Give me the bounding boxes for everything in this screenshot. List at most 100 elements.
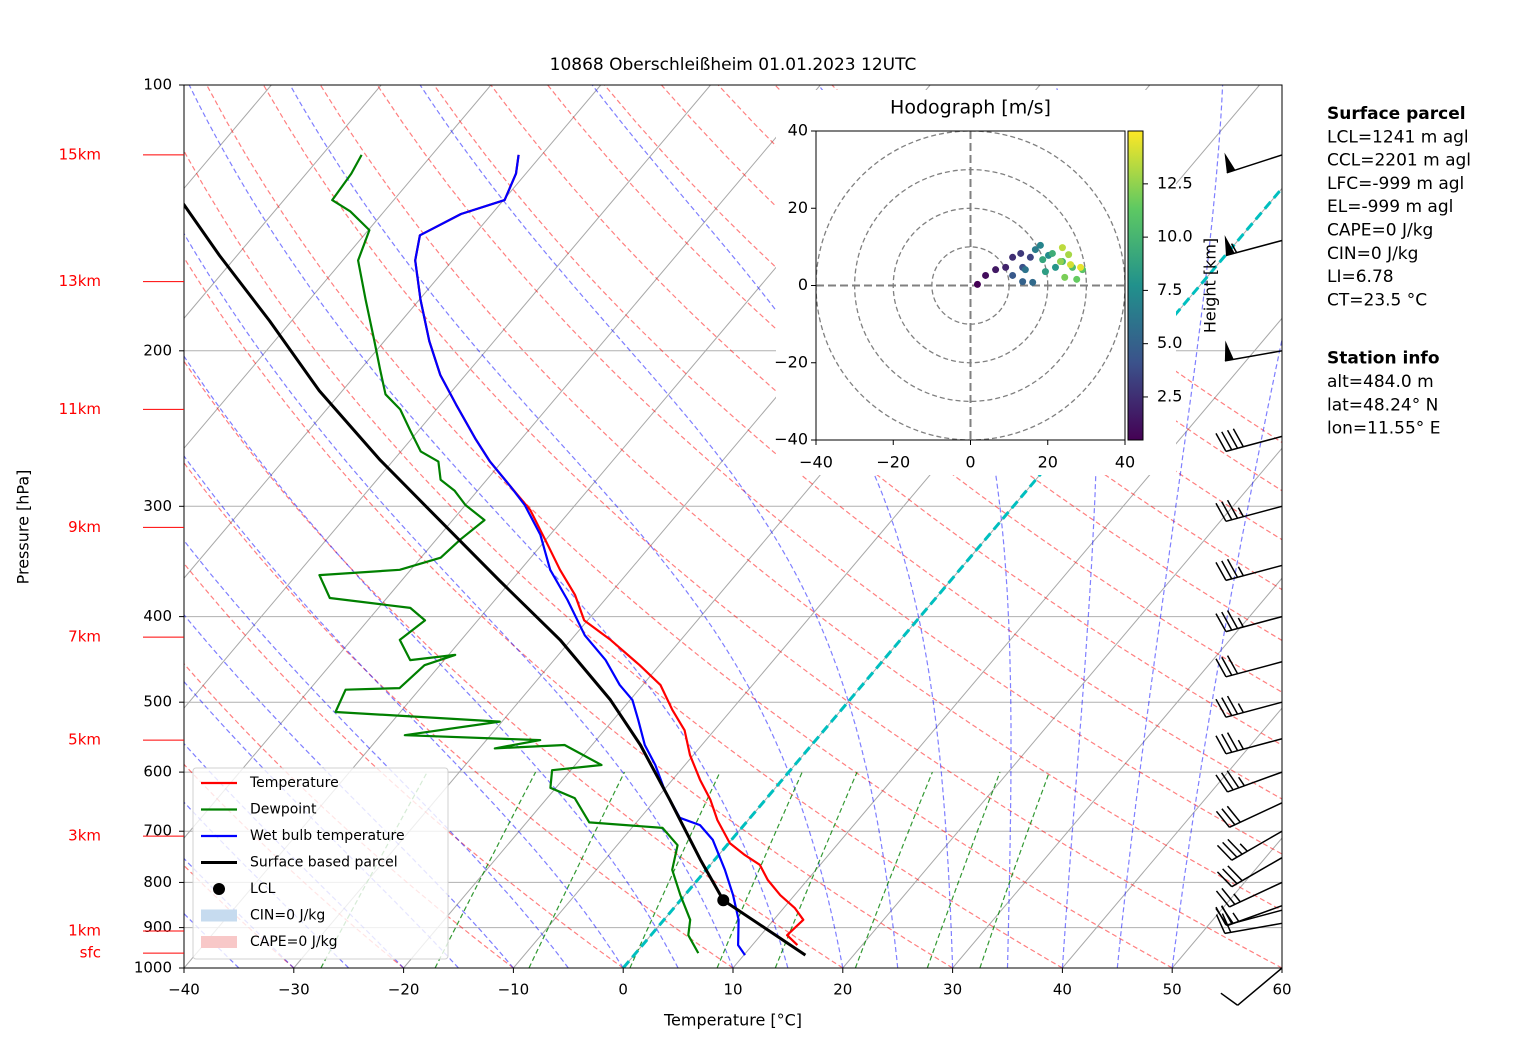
- wind-barb: [1215, 558, 1283, 582]
- legend-label: CIN=0 J/kg: [250, 908, 325, 924]
- zero-isotherm: [622, 186, 1282, 968]
- barb-staff: [1224, 350, 1283, 362]
- wind-barb: [1215, 881, 1283, 908]
- moist-adiabat: [184, 455, 624, 968]
- hodograph-point: [1009, 271, 1017, 279]
- hodo-y-tick-label: −20: [774, 352, 808, 371]
- hodograph-point: [1039, 256, 1047, 264]
- barb-staff: [1215, 499, 1283, 523]
- dry-adiabat: [376, 85, 1282, 855]
- y-tick-label: 400: [143, 607, 172, 625]
- hodograph-point: [1073, 275, 1081, 283]
- info-line: lat=48.24° N: [1327, 395, 1438, 415]
- height-label: 11km: [59, 400, 101, 418]
- hodograph: Hodograph [m/s] −40 −20 0 20 40 −40 −20 0 20 40 2.5…: [774, 90, 1220, 475]
- y-tick-label: 500: [143, 693, 172, 711]
- isotherm: [184, 85, 382, 320]
- hodo-y-tick-label: −40: [774, 430, 808, 449]
- colorbar-tick-label: 10.0: [1157, 227, 1193, 246]
- wind-barb: [1215, 695, 1283, 718]
- legend-label: Temperature: [249, 775, 339, 791]
- dry-adiabat: [262, 85, 1282, 968]
- dry-adiabat: [184, 256, 953, 968]
- height-label: 7km: [68, 628, 101, 646]
- mixing-ratio-line: [979, 771, 1050, 968]
- legend-label: Dewpoint: [250, 802, 317, 818]
- hodograph-point: [1056, 258, 1064, 266]
- height-label: 3km: [68, 827, 101, 845]
- legend-label: LCL: [250, 881, 276, 897]
- legend-box: [192, 767, 449, 960]
- wind-barb: [1215, 770, 1283, 793]
- hodograph-point: [1019, 278, 1027, 286]
- hodograph-point: [1009, 253, 1017, 261]
- wind-barb: [1224, 235, 1283, 257]
- colorbar-label: Height [km]: [1201, 238, 1220, 333]
- info-line: CCL=2201 m agl: [1327, 151, 1471, 171]
- isotherm: [952, 577, 1282, 968]
- legend-swatch: [201, 936, 237, 948]
- hodograph-point: [1026, 253, 1034, 261]
- hodo-y-tick-label: 0: [798, 275, 808, 294]
- isotherm: [184, 85, 602, 579]
- info-line: EL=-999 m agl: [1327, 197, 1453, 217]
- moist-adiabat: [184, 232, 734, 968]
- wind-barb: [1215, 428, 1283, 453]
- isotherm: [1171, 837, 1282, 968]
- wind-barb: [1224, 340, 1283, 362]
- dry-adiabat: [319, 85, 1282, 912]
- hodo-y-tick-label: 20: [788, 198, 808, 217]
- hodo-x-tick-label: −40: [799, 453, 833, 472]
- hodo-x-tick-label: 20: [1038, 453, 1058, 472]
- barb-staff: [1215, 913, 1283, 935]
- info-panel: Surface parcel LCL=1241 m agl CCL=2201 m a…: [1327, 104, 1471, 439]
- info-title: Surface parcel: [1327, 104, 1466, 124]
- dry-adiabat: [433, 85, 1282, 800]
- x-tick-label: 20: [833, 981, 852, 999]
- x-tick-label: 0: [618, 981, 628, 999]
- wind-barb: [1215, 610, 1283, 633]
- legend-label: Wet bulb temperature: [250, 828, 405, 844]
- colorbar-tick-label: 2.5: [1157, 386, 1182, 405]
- x-tick-label: 50: [1163, 981, 1182, 999]
- barb-staff: [1215, 802, 1283, 828]
- wind-barb: [1216, 857, 1283, 888]
- hodograph-point: [992, 266, 1000, 274]
- y-tick-label: 100: [143, 76, 172, 94]
- hodo-x-tick-label: −20: [876, 453, 910, 472]
- info-line: lon=11.55° E: [1327, 419, 1440, 439]
- hodograph-point: [1067, 261, 1075, 269]
- mixing-ratio-line: [528, 771, 626, 968]
- legend-swatch: [213, 883, 225, 895]
- isotherm: [1062, 707, 1282, 968]
- lcl-marker: [717, 894, 730, 907]
- barb-staff: [1215, 732, 1283, 755]
- isotherm: [842, 447, 1282, 968]
- hodograph-point: [973, 280, 981, 288]
- barb-staff: [1225, 239, 1283, 257]
- x-tick-label: −20: [388, 981, 420, 999]
- height-label: 5km: [68, 731, 101, 749]
- hodo-y-tick-label: 40: [788, 121, 808, 140]
- legend-swatch: [201, 909, 237, 922]
- info-line: CAPE=0 J/kg: [1327, 221, 1433, 241]
- hodograph-point: [1031, 246, 1039, 254]
- hodograph-plot: [816, 131, 1125, 440]
- barb-staff: [1215, 610, 1283, 633]
- wind-barb: [1215, 802, 1283, 828]
- hodograph-point: [1029, 278, 1037, 286]
- dry-adiabat: [184, 149, 1063, 968]
- mixing-ratio-line: [854, 771, 933, 968]
- barb-staff: [1216, 857, 1283, 888]
- barb-staff: [1215, 881, 1283, 908]
- moist-adiabat: [184, 613, 514, 968]
- barb-staff: [1215, 655, 1283, 678]
- wind-barb: [1216, 830, 1283, 861]
- mixing-ratio-line: [716, 771, 803, 968]
- isotherm: [184, 85, 492, 450]
- legend-label: Surface based parcel: [250, 855, 398, 871]
- moist-adiabat: [1116, 85, 1224, 968]
- info-line: CIN=0 J/kg: [1327, 244, 1418, 264]
- wind-barb: [1215, 905, 1283, 926]
- profile-line: [184, 202, 807, 957]
